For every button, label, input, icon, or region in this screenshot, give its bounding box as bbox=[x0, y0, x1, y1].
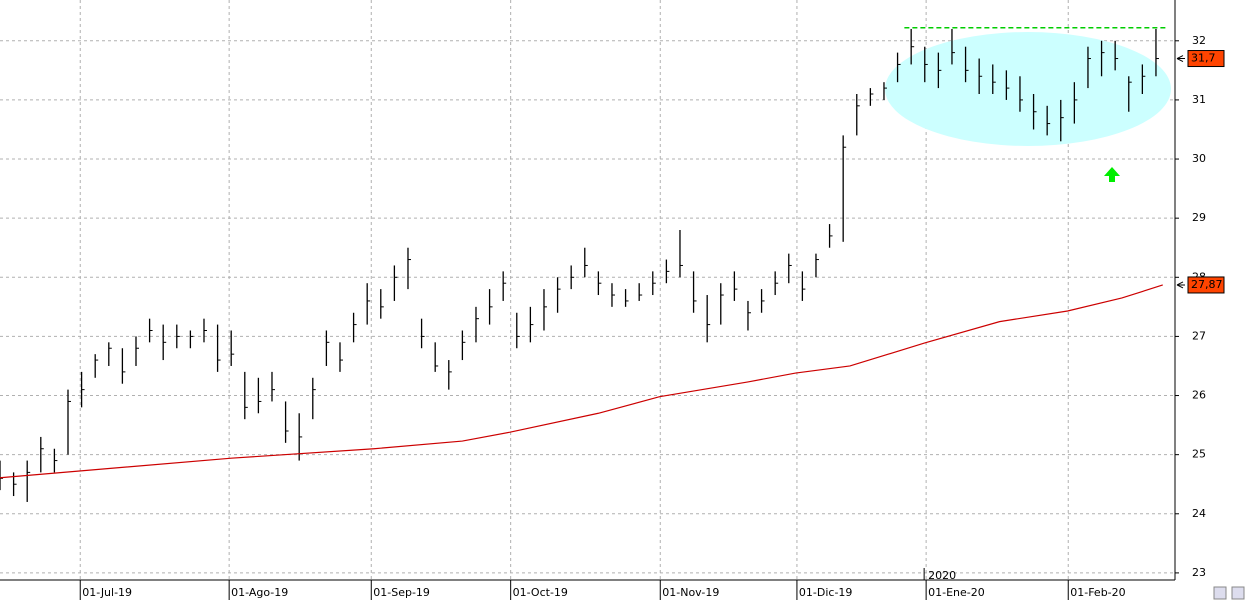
x-tick-label: 01-Dic-19 bbox=[799, 586, 853, 599]
x-tick-label: 01-Nov-19 bbox=[662, 586, 719, 599]
last-price-label-box bbox=[1187, 50, 1225, 68]
y-tick-label: 31 bbox=[1192, 93, 1206, 106]
ma-last-label-box bbox=[1187, 276, 1225, 294]
ma-last-label: 27,87 bbox=[1191, 278, 1223, 291]
price-tag-pointer bbox=[1176, 281, 1185, 289]
y-tick-label: 30 bbox=[1192, 152, 1206, 165]
y-tick-label: 24 bbox=[1192, 507, 1206, 520]
last-price-label: 31,7 bbox=[1191, 52, 1216, 65]
x-tick-label: 01-Feb-20 bbox=[1070, 586, 1125, 599]
y-tick-label: 32 bbox=[1192, 34, 1206, 47]
toolbar-icon[interactable] bbox=[1213, 586, 1227, 600]
x-tick-label: 01-Oct-19 bbox=[513, 586, 568, 599]
year-label: 2020 bbox=[928, 569, 956, 582]
x-tick-label: 01-Sep-19 bbox=[373, 586, 430, 599]
price-tag-pointer bbox=[1176, 55, 1185, 62]
highlight-ellipse bbox=[885, 32, 1171, 146]
x-tick-label: 01-Ago-19 bbox=[231, 586, 288, 599]
y-tick-label: 23 bbox=[1192, 566, 1206, 579]
y-tick-label: 29 bbox=[1192, 211, 1206, 224]
x-tick-label: 01-Jul-19 bbox=[82, 586, 132, 599]
annotations bbox=[885, 32, 1171, 182]
x-tick-label: 01-Ene-20 bbox=[928, 586, 985, 599]
up-arrow bbox=[1104, 167, 1120, 182]
moving-average bbox=[0, 284, 1163, 479]
y-tick-label: 25 bbox=[1192, 448, 1206, 461]
toolbar-icon[interactable] bbox=[1231, 586, 1245, 600]
y-tick-label: 26 bbox=[1192, 389, 1206, 402]
y-tick-label: 27 bbox=[1192, 329, 1206, 342]
